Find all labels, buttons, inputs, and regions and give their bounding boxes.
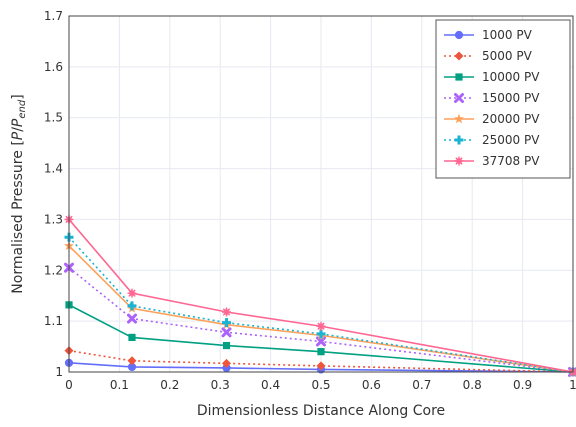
x-tick-label: 0.4 [261,378,280,392]
legend-label: 1000 PV [482,28,533,42]
legend-label: 25000 PV [482,133,540,147]
y-axis-title: Normalised Pressure [P/Pend] [10,94,28,293]
legend-swatch-marker [455,73,462,80]
x-tick-label: 0.3 [211,378,230,392]
x-tick-label: 0.1 [110,378,129,392]
data-point [223,342,230,349]
data-point [222,307,231,316]
legend-label: 20000 PV [482,112,540,126]
legend: 1000 PV 5000 PV 10000 PV 15000 PV 20000 PV 25… [436,20,570,178]
x-tick-label: 0.6 [362,378,381,392]
legend-swatch-marker [455,31,462,38]
x-tick-label: 0.8 [463,378,482,392]
x-axis-title: Dimensionless Distance Along Core [197,403,445,419]
data-point [317,322,326,331]
y-tick-label: 1.1 [44,314,63,328]
legend-label: 15000 PV [482,91,540,105]
x-tick-label: 0 [65,378,73,392]
y-tick-label: 1.7 [44,9,63,23]
y-tick-label: 1 [55,365,63,379]
y-tick-label: 1.4 [44,162,63,176]
marker-asterisk-strokes [455,157,464,166]
data-point [317,348,324,355]
x-tick-label: 0.2 [160,378,179,392]
marker-asterisk-strokes [128,289,137,298]
data-point [128,289,137,298]
x-tick-label: 0.7 [412,378,431,392]
marker-asterisk-strokes [317,322,326,331]
y-tick-label: 1.2 [44,263,63,277]
legend-label: 10000 PV [482,70,540,84]
y-tick-label: 1.3 [44,212,63,226]
x-tick-label: 0.5 [311,378,330,392]
data-point [128,334,135,341]
y-tick-label: 1.6 [44,60,63,74]
legend-swatch-marker [455,157,464,166]
x-tick-label: 1 [569,378,576,392]
marker-asterisk-strokes [222,307,231,316]
legend-label: 37708 PV [482,154,540,168]
y-tick-label: 1.5 [44,111,63,125]
x-tick-label: 0.9 [513,378,532,392]
legend-label: 5000 PV [482,49,533,63]
